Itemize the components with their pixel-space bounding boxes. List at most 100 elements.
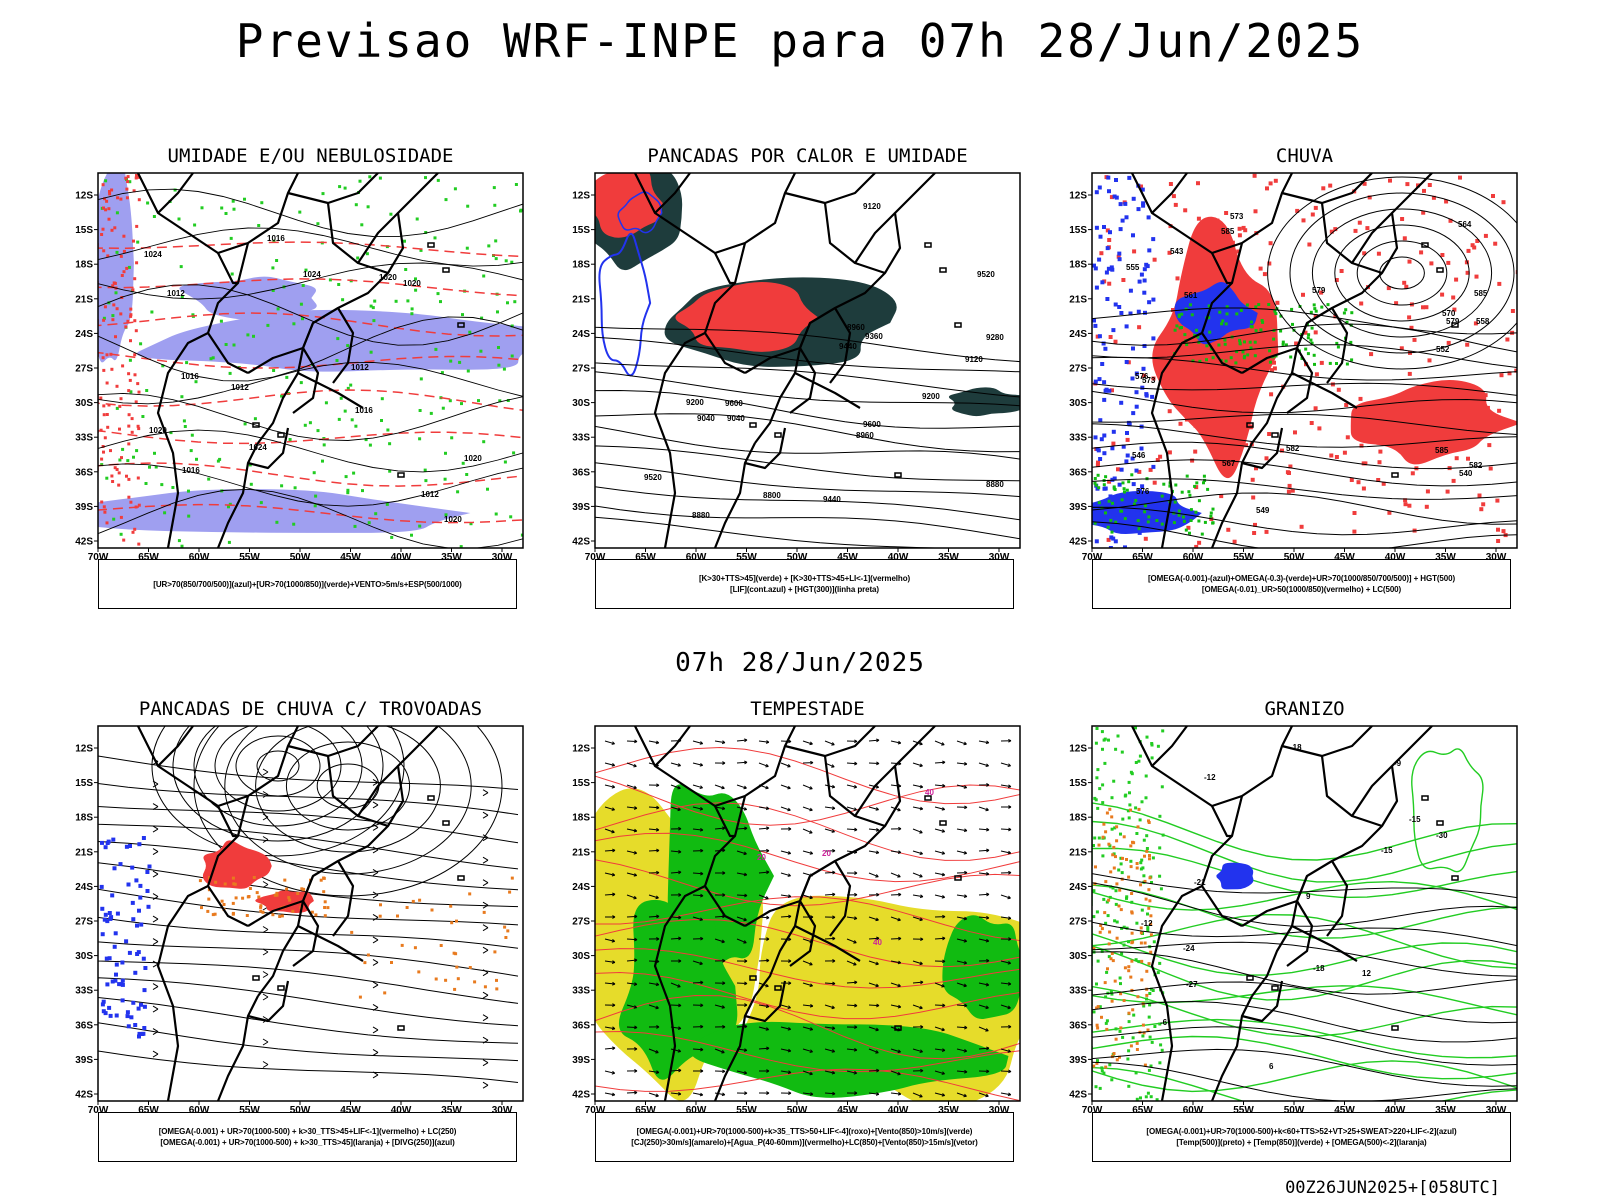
uplift-area	[1272, 337, 1276, 341]
wind-vector	[670, 850, 682, 853]
wind-vector-head	[721, 740, 726, 745]
wind-vector-head	[853, 1047, 858, 1052]
uplift-area	[1306, 336, 1310, 340]
humidity-contour	[506, 399, 510, 402]
wind-vector	[824, 1070, 835, 1074]
omega-area	[1112, 194, 1117, 199]
humidity-contour	[504, 259, 508, 263]
uplift-area	[1189, 303, 1192, 307]
humidity-contour	[510, 354, 514, 358]
temp850-contour	[1137, 759, 1141, 763]
rain-area	[1402, 236, 1407, 241]
omega-area	[1104, 830, 1108, 834]
orange-area	[319, 878, 323, 882]
temp850-contour	[1149, 1095, 1153, 1099]
uplift-area	[1196, 335, 1200, 339]
temp850-contour	[1150, 756, 1154, 760]
temp850-contour	[1161, 729, 1165, 733]
wind-vector	[1000, 828, 1012, 831]
rain-area	[1473, 321, 1478, 326]
thickness-mark	[103, 436, 107, 440]
thickness-mark	[115, 468, 119, 471]
streamline-arrow	[372, 1048, 379, 1056]
uplift-area	[1242, 356, 1246, 360]
lat-tick-label: 18S	[1069, 260, 1087, 271]
omega-area	[1147, 819, 1150, 823]
humidity-contour	[371, 306, 375, 310]
thickness-mark	[115, 384, 119, 388]
wind-vector-head	[1030, 763, 1033, 766]
rain-area	[1454, 456, 1459, 461]
temp850-contour	[1109, 990, 1113, 994]
lat-tick-label: 27S	[75, 917, 93, 928]
temp850-contour	[1151, 989, 1155, 992]
humidity-contour	[224, 343, 228, 346]
uplift-area	[1274, 312, 1278, 316]
uplift-area	[1238, 338, 1242, 342]
temp850-contour	[1100, 730, 1104, 734]
thickness-mark	[129, 314, 133, 318]
omega-area	[1127, 969, 1131, 973]
wind-vector-head	[920, 1068, 924, 1073]
uplift-area	[1094, 483, 1098, 487]
humidity-contour	[338, 185, 342, 189]
wind-vector-head	[743, 872, 748, 877]
rain-area	[1171, 194, 1176, 199]
rain-area	[1194, 485, 1199, 490]
lat-tick-label: 12S	[1069, 191, 1087, 202]
humidity-contour	[465, 246, 469, 250]
rain-area	[1501, 529, 1506, 534]
wind-vector	[868, 937, 880, 940]
omega-area	[1112, 845, 1116, 849]
temp850-contour	[1108, 844, 1112, 848]
contour-label: 561	[1184, 291, 1198, 300]
wind-vector	[670, 937, 682, 940]
humidity-contour	[328, 278, 332, 282]
temp850-contour	[1098, 1086, 1102, 1090]
humidity-contour	[171, 486, 175, 489]
rain-area	[1386, 286, 1391, 291]
wind-vector	[978, 872, 989, 875]
contour-line	[98, 389, 523, 412]
temp850-contour	[1127, 940, 1130, 944]
temp850-contour	[1130, 900, 1134, 904]
humidity-contour	[510, 260, 514, 264]
wind-vector	[956, 828, 967, 832]
wind-vector-head	[612, 915, 616, 919]
uplift-area	[1279, 329, 1283, 333]
rain-area	[1412, 337, 1417, 342]
wind-vector-head	[766, 1091, 770, 1095]
country-border	[1241, 427, 1284, 470]
contour-label: 9120	[965, 355, 983, 364]
humidity-contour	[444, 513, 448, 517]
rain-area	[1495, 498, 1500, 503]
rain-area	[1152, 257, 1157, 262]
thickness-mark	[114, 335, 117, 339]
humidity-contour	[144, 482, 148, 485]
wind-vector	[912, 1004, 923, 1009]
wind-vector-head	[964, 805, 968, 810]
country-border	[1241, 726, 1433, 927]
omega-area	[1130, 910, 1134, 914]
country-border	[1320, 202, 1383, 275]
humidity-contour	[288, 438, 292, 441]
temp850-contour	[1144, 774, 1148, 778]
wind-vector	[604, 762, 615, 766]
country-border	[1211, 252, 1232, 285]
humidity-contour	[219, 319, 223, 323]
orange-area	[390, 961, 393, 964]
humidity-contour	[469, 522, 473, 526]
contour-label: -24	[1183, 944, 1195, 953]
panel-tempestade: TEMPESTADE 40 20 40 20 12S 15S 18S 21S 24S 27S 30S…	[572, 698, 1021, 1173]
country-border	[829, 307, 852, 384]
wind-vector	[1023, 785, 1032, 788]
contour-label: 1024	[249, 443, 267, 452]
thickness-mark	[132, 189, 136, 193]
wind-vector	[978, 1047, 990, 1050]
country-border	[1291, 925, 1358, 962]
rain-area	[1472, 245, 1477, 250]
humidity-contour	[230, 272, 234, 276]
thickness-mark	[119, 515, 123, 519]
lon-tick-label: 70W	[1082, 552, 1103, 563]
streamline-arrow	[262, 1061, 269, 1068]
